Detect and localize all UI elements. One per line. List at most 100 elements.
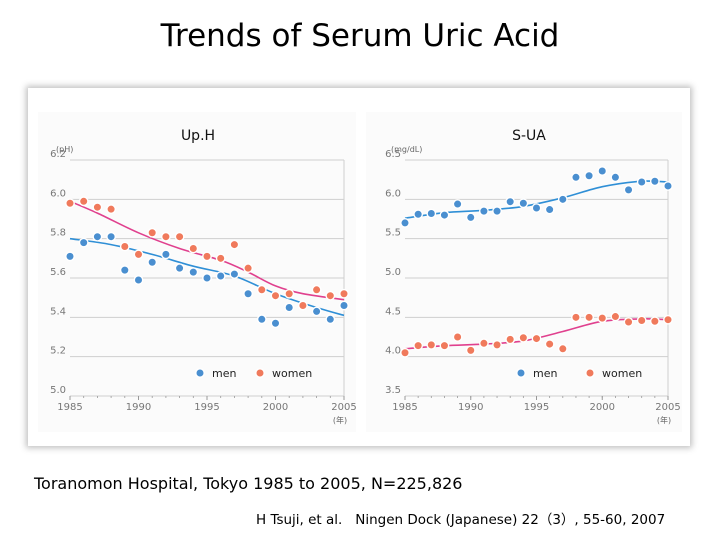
uph-legend-marker-women — [255, 368, 265, 378]
uph-men-point — [133, 275, 144, 285]
uph-men-point — [160, 249, 171, 260]
uph-legend-marker-men — [195, 368, 205, 378]
sua-women-point — [571, 312, 581, 323]
sua-y-tick-label: 4.0 — [385, 346, 401, 357]
uph-women-point — [215, 253, 226, 264]
sua-men-point — [636, 177, 647, 187]
uph-y-tick-label: 6.0 — [50, 188, 66, 199]
uph-men-point — [65, 251, 75, 262]
uph-women-point — [92, 202, 103, 213]
slide-title: Trends of Serum Uric Acid — [160, 18, 560, 54]
sua-y-tick-label: 6.5 — [385, 149, 401, 160]
sua-x-tick-label: 2005 — [655, 402, 680, 413]
uph-women-point — [229, 239, 240, 250]
sua-men-point — [465, 212, 476, 223]
uph-y-tick-label: 5.4 — [50, 306, 66, 317]
uph-men-point — [147, 257, 158, 268]
sua-y-unit: (mg/dL) — [391, 145, 422, 154]
uph-y-tick-label: 6.2 — [50, 149, 66, 160]
uph-women-point — [243, 263, 254, 274]
uph-women-point — [256, 284, 267, 295]
sua-men-point — [663, 181, 673, 191]
uph-men-point — [243, 288, 254, 299]
uph-men-point — [174, 263, 185, 274]
uph-y-unit: (pH) — [56, 145, 73, 154]
sua-women-point — [610, 311, 621, 322]
uph-men-point — [119, 265, 130, 276]
source-line: Toranomon Hospital, Tokyo 1985 to 2005, … — [34, 474, 463, 493]
uph-women-point — [202, 251, 212, 262]
sua-legend-label-women: women — [602, 367, 642, 380]
sua-men-point — [610, 172, 621, 183]
uph-women-point — [325, 290, 336, 301]
sua-men-point — [557, 194, 568, 205]
sua-x-tick-label: 2000 — [590, 402, 615, 413]
uph-women-point — [284, 288, 295, 299]
sua-legend-marker-women — [585, 368, 595, 378]
uph-women-point — [188, 243, 199, 254]
sua-men-point — [452, 199, 463, 209]
sua-men-point — [623, 184, 634, 195]
uph-y-tick-label: 5.8 — [50, 228, 66, 239]
sua-y-tick-label: 5.0 — [385, 267, 401, 278]
uph-x-tick-label: 1985 — [57, 402, 82, 413]
sua-women-point — [465, 345, 476, 356]
sua-y-tick-label: 3.5 — [385, 385, 401, 396]
sua-women-point — [584, 312, 594, 323]
uph-x-tick-label: 2005 — [331, 402, 356, 413]
sua-men-point — [413, 209, 424, 220]
sua-women-point — [557, 343, 568, 354]
sua-y-tick-label: 4.5 — [385, 306, 401, 317]
sua-women-point — [531, 333, 542, 344]
sua-men-point — [531, 203, 542, 213]
citation-journal: Ningen Dock (Japanese) 22（3）, 55-60, 200… — [355, 512, 666, 528]
uph-x-tick-label: 1990 — [126, 402, 151, 413]
sua-women-point — [597, 313, 608, 324]
sua-chart-title: S-UA — [512, 128, 546, 144]
uph-men-point — [106, 231, 117, 242]
uph-y-tick-label: 5.6 — [50, 267, 66, 278]
sua-women-point — [492, 339, 502, 350]
uph-men-point — [270, 318, 281, 329]
sua-women-point — [400, 347, 410, 358]
uph-legend-label-women: women — [272, 367, 312, 380]
sua-panel-bg — [366, 112, 682, 432]
uph-men-point — [256, 314, 267, 325]
uph-chart-title: Up.H — [181, 128, 215, 144]
uph-men-trend-line — [69, 237, 345, 317]
uph-women-point — [133, 249, 144, 260]
uph-x-tick-label: 1995 — [194, 402, 219, 413]
sua-men-point — [518, 198, 529, 209]
uph-x-tick-label: 2000 — [263, 402, 288, 413]
sua-men-point — [426, 208, 437, 219]
sua-women-point — [413, 340, 424, 351]
uph-y-tick-label: 5.0 — [50, 385, 66, 396]
uph-men-point — [215, 271, 226, 281]
charts-svg: Up.H (pH) 5.0 5.2 5.4 5.6 5.8 6.0 6.2 1985 1990 199… — [38, 112, 682, 432]
sua-legend-label-men: men — [533, 367, 557, 380]
sua-women-point — [439, 340, 450, 351]
uph-women-point — [174, 231, 185, 242]
uph-women-point — [270, 290, 281, 301]
uph-men-point — [311, 306, 322, 317]
uph-women-point — [297, 300, 308, 311]
sua-y-tick-label: 5.5 — [385, 228, 401, 239]
sua-women-point — [426, 339, 437, 350]
sua-x-tick-label: 1995 — [524, 402, 549, 413]
sua-men-point — [492, 206, 502, 217]
uph-men-point — [284, 302, 295, 313]
uph-men-point — [92, 231, 103, 242]
uph-women-point — [106, 204, 117, 215]
uph-women-point — [160, 231, 171, 242]
sua-x-tick-label: 1985 — [392, 402, 417, 413]
sua-women-point — [649, 316, 660, 327]
sua-women-point — [518, 332, 529, 343]
figure-panel: Up.H (pH) 5.0 5.2 5.4 5.6 5.8 6.0 6.2 1985 1990 199… — [28, 88, 690, 446]
sua-men-point — [544, 204, 555, 215]
citation-gap — [342, 512, 355, 528]
uph-women-point — [311, 284, 322, 295]
uph-men-point — [229, 269, 240, 279]
sua-women-point — [505, 334, 516, 345]
sua-x-tick-label: 1990 — [458, 402, 483, 413]
sua-women-point — [544, 339, 555, 349]
